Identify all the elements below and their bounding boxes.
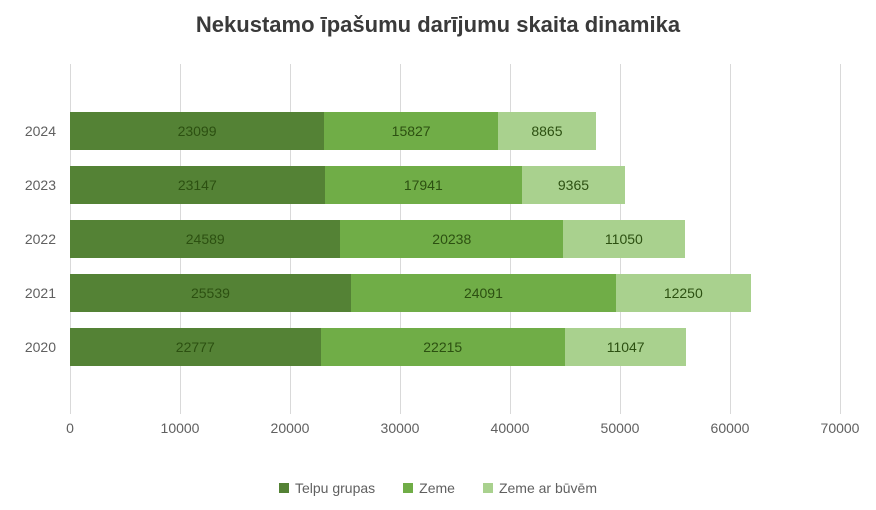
bar-row: 2020227772221511047 xyxy=(70,320,840,374)
bar-segment: 15827 xyxy=(324,112,498,150)
bar-row: 202323147179419365 xyxy=(70,158,840,212)
bar-row: 202423099158278865 xyxy=(70,104,840,158)
legend-label: Zeme ar būvēm xyxy=(499,480,597,496)
legend-item: Zeme xyxy=(403,480,455,496)
gridline xyxy=(840,64,841,414)
x-tick-label: 30000 xyxy=(381,420,420,436)
bar-segment: 23147 xyxy=(70,166,325,204)
legend-swatch xyxy=(483,483,493,493)
bar-segment: 12250 xyxy=(616,274,751,312)
plot-area: 2024230991582788652023231471794193652022… xyxy=(70,64,840,414)
x-axis-labels: 010000200003000040000500006000070000 xyxy=(70,414,840,438)
x-tick-label: 70000 xyxy=(821,420,860,436)
bar-row: 2021255392409112250 xyxy=(70,266,840,320)
x-tick-label: 40000 xyxy=(491,420,530,436)
y-category-label: 2022 xyxy=(25,231,70,247)
x-tick-label: 60000 xyxy=(711,420,750,436)
legend-label: Telpu grupas xyxy=(295,480,375,496)
y-category-label: 2023 xyxy=(25,177,70,193)
x-tick-label: 10000 xyxy=(161,420,200,436)
x-tick-label: 50000 xyxy=(601,420,640,436)
legend-item: Zeme ar būvēm xyxy=(483,480,597,496)
bar-row: 2022245892023811050 xyxy=(70,212,840,266)
bars-wrap: 2024230991582788652023231471794193652022… xyxy=(70,104,840,374)
bar-segment: 11050 xyxy=(563,220,685,258)
legend-label: Zeme xyxy=(419,480,455,496)
legend: Telpu grupas Zeme Zeme ar būvēm xyxy=(0,480,876,496)
legend-swatch xyxy=(279,483,289,493)
bar-segment: 8865 xyxy=(498,112,596,150)
bar-segment: 17941 xyxy=(325,166,522,204)
y-category-label: 2021 xyxy=(25,285,70,301)
bar-segment: 22777 xyxy=(70,328,321,366)
x-tick-label: 0 xyxy=(66,420,74,436)
bar-segment: 20238 xyxy=(340,220,563,258)
bar-segment: 11047 xyxy=(565,328,687,366)
legend-swatch xyxy=(403,483,413,493)
bar-segment: 22215 xyxy=(321,328,565,366)
legend-item: Telpu grupas xyxy=(279,480,375,496)
bar-segment: 9365 xyxy=(522,166,625,204)
bar-segment: 23099 xyxy=(70,112,324,150)
bar-segment: 25539 xyxy=(70,274,351,312)
x-tick-label: 20000 xyxy=(271,420,310,436)
chart-container: Nekustamo īpašumu darījumu skaita dinami… xyxy=(0,0,876,510)
bar-segment: 24091 xyxy=(351,274,616,312)
bar-segment: 24589 xyxy=(70,220,340,258)
chart-title: Nekustamo īpašumu darījumu skaita dinami… xyxy=(0,12,876,38)
y-category-label: 2024 xyxy=(25,123,70,139)
y-category-label: 2020 xyxy=(25,339,70,355)
